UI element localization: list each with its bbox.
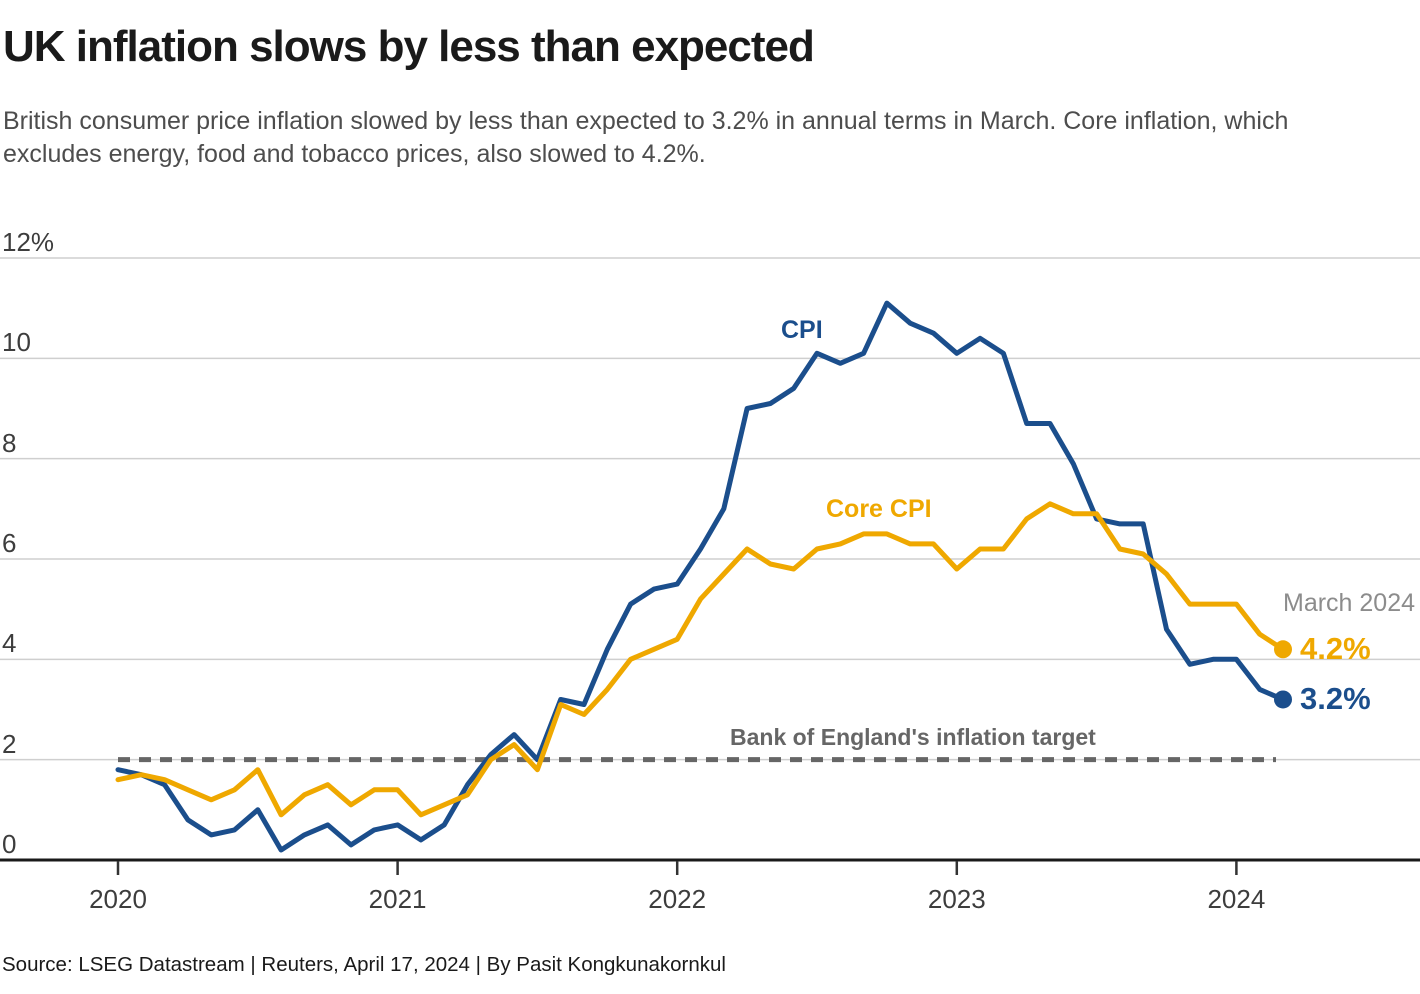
y-tick-label: 6 <box>2 527 17 558</box>
x-tick-label: 2021 <box>368 884 427 914</box>
x-tick-label: 2022 <box>648 884 707 914</box>
y-tick-label: 2 <box>2 728 17 759</box>
y-tick-label: 12% <box>2 226 55 257</box>
y-tick-label: 10 <box>2 327 31 358</box>
series-line-cpi <box>115 300 1286 853</box>
chart-subtitle: British consumer price inflation slowed … <box>3 107 1289 168</box>
source-line: Source: LSEG Datastream | Reuters, April… <box>2 953 726 976</box>
x-tick-label: 2020 <box>89 884 147 914</box>
period-label: March 2024 <box>1283 589 1416 617</box>
target-line-label: Bank of England's inflation target <box>730 724 1096 750</box>
y-tick-label: 4 <box>2 628 17 659</box>
y-tick-label: 8 <box>2 427 17 458</box>
x-tick-label: 2023 <box>927 884 986 914</box>
core-line-label: Core CPI <box>826 495 932 523</box>
end-dot-cpi <box>1274 690 1292 709</box>
cpi-value-label: 3.2% <box>1300 681 1371 716</box>
chart-title: UK inflation slows by less than expected <box>3 22 815 71</box>
core-value-label: 4.2% <box>1300 631 1371 666</box>
y-tick-label: 0 <box>2 829 17 859</box>
series-line-core-cpi <box>115 501 1286 818</box>
cpi-line-label: CPI <box>781 316 823 344</box>
end-dot-core-cpi <box>1274 640 1292 659</box>
x-tick-label: 2024 <box>1207 884 1266 914</box>
